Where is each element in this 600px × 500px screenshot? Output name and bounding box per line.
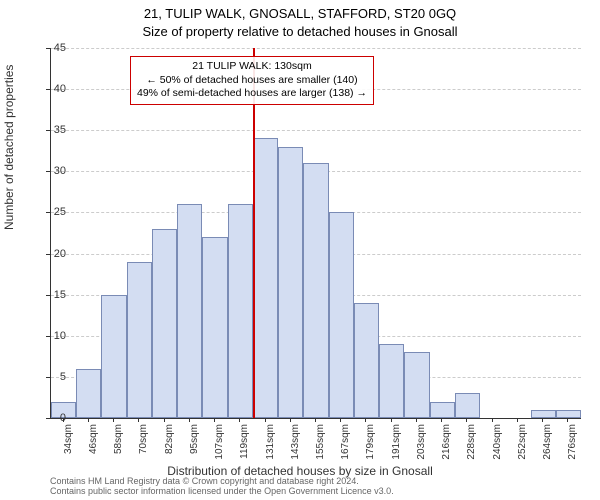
x-tick-mark [567, 418, 568, 422]
histogram-bar [127, 262, 152, 418]
x-tick-mark [391, 418, 392, 422]
y-tick-mark [46, 418, 50, 419]
footer-line2: Contains public sector information licen… [50, 487, 394, 497]
x-tick-mark [88, 418, 89, 422]
x-tick-mark [113, 418, 114, 422]
x-tick-mark [239, 418, 240, 422]
histogram-chart: 21, TULIP WALK, GNOSALL, STAFFORD, ST20 … [0, 0, 600, 500]
x-tick-mark [265, 418, 266, 422]
annotation-line2: ← 50% of detached houses are smaller (14… [137, 74, 367, 88]
x-tick-mark [63, 418, 64, 422]
gridline [51, 130, 581, 131]
x-tick-label: 70sqm [138, 424, 149, 474]
x-tick-label: 34sqm [63, 424, 74, 474]
histogram-bar [303, 163, 328, 418]
x-tick-label: 143sqm [290, 424, 301, 474]
x-tick-mark [466, 418, 467, 422]
y-tick-mark [46, 171, 50, 172]
y-tick-mark [46, 254, 50, 255]
y-tick-mark [46, 48, 50, 49]
x-tick-label: 119sqm [239, 424, 250, 474]
histogram-bar [379, 344, 404, 418]
y-axis-label: Number of detached properties [2, 65, 16, 230]
y-tick-mark [46, 336, 50, 337]
x-tick-label: 252sqm [517, 424, 528, 474]
x-tick-label: 155sqm [315, 424, 326, 474]
histogram-bar [253, 138, 278, 418]
x-tick-mark [214, 418, 215, 422]
y-tick-mark [46, 295, 50, 296]
histogram-bar [531, 410, 556, 418]
histogram-bar [329, 212, 354, 418]
x-tick-label: 203sqm [416, 424, 427, 474]
x-tick-mark [340, 418, 341, 422]
histogram-bar [278, 147, 303, 418]
footer-attribution: Contains HM Land Registry data © Crown c… [50, 477, 394, 497]
x-tick-mark [517, 418, 518, 422]
x-tick-label: 95sqm [189, 424, 200, 474]
histogram-bar [556, 410, 581, 418]
x-tick-label: 240sqm [492, 424, 503, 474]
gridline [51, 48, 581, 49]
x-tick-mark [315, 418, 316, 422]
x-tick-label: 216sqm [441, 424, 452, 474]
x-tick-label: 167sqm [340, 424, 351, 474]
x-tick-label: 82sqm [164, 424, 175, 474]
histogram-bar [101, 295, 126, 418]
y-tick-mark [46, 130, 50, 131]
x-tick-label: 228sqm [466, 424, 477, 474]
x-tick-label: 276sqm [567, 424, 578, 474]
x-tick-mark [164, 418, 165, 422]
x-tick-label: 179sqm [365, 424, 376, 474]
y-tick-mark [46, 89, 50, 90]
histogram-bar [455, 393, 480, 418]
x-tick-mark [416, 418, 417, 422]
x-tick-label: 264sqm [542, 424, 553, 474]
histogram-bar [76, 369, 101, 418]
histogram-bar [228, 204, 253, 418]
x-tick-label: 191sqm [391, 424, 402, 474]
x-tick-mark [138, 418, 139, 422]
x-tick-label: 107sqm [214, 424, 225, 474]
x-tick-mark [189, 418, 190, 422]
annotation-line1: 21 TULIP WALK: 130sqm [137, 60, 367, 74]
chart-title-desc: Size of property relative to detached ho… [0, 24, 600, 39]
y-tick-mark [46, 377, 50, 378]
x-tick-label: 58sqm [113, 424, 124, 474]
annotation-line3: 49% of semi-detached houses are larger (… [137, 87, 367, 101]
x-tick-mark [542, 418, 543, 422]
x-tick-label: 131sqm [265, 424, 276, 474]
x-tick-label: 46sqm [88, 424, 99, 474]
x-tick-mark [290, 418, 291, 422]
y-tick-mark [46, 212, 50, 213]
x-tick-mark [441, 418, 442, 422]
histogram-bar [177, 204, 202, 418]
annotation-box: 21 TULIP WALK: 130sqm← 50% of detached h… [130, 56, 374, 105]
x-tick-mark [365, 418, 366, 422]
histogram-bar [152, 229, 177, 418]
histogram-bar [202, 237, 227, 418]
histogram-bar [354, 303, 379, 418]
histogram-bar [404, 352, 429, 418]
chart-title-address: 21, TULIP WALK, GNOSALL, STAFFORD, ST20 … [0, 6, 600, 21]
histogram-bar [430, 402, 455, 418]
x-tick-mark [492, 418, 493, 422]
